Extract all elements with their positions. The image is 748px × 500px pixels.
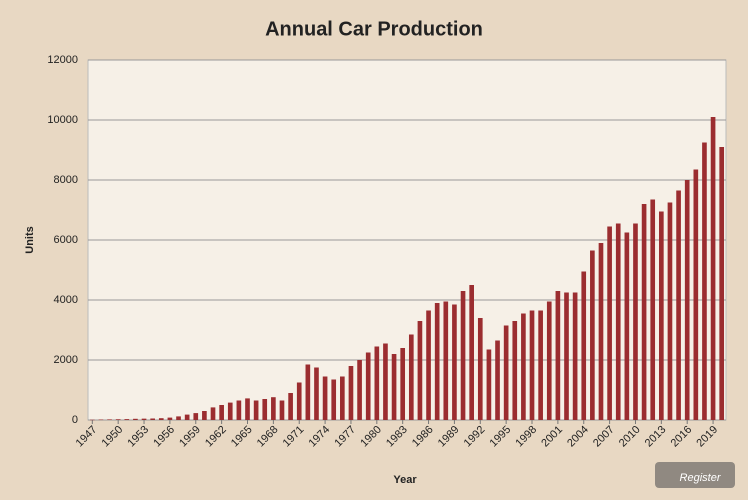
bar bbox=[693, 169, 699, 420]
bar bbox=[219, 405, 224, 420]
bar bbox=[650, 199, 656, 420]
y-tick-label: 4000 bbox=[54, 294, 78, 306]
bar bbox=[124, 419, 130, 420]
bar bbox=[340, 376, 345, 420]
bar bbox=[98, 419, 104, 421]
bar bbox=[667, 202, 673, 420]
bar bbox=[89, 419, 95, 421]
bar bbox=[633, 223, 638, 420]
bar bbox=[607, 226, 612, 420]
bar bbox=[158, 418, 164, 420]
bar bbox=[331, 379, 337, 420]
bar bbox=[193, 413, 199, 420]
bar bbox=[659, 211, 664, 420]
bar bbox=[434, 303, 440, 420]
bar bbox=[314, 367, 319, 420]
bar bbox=[443, 301, 449, 420]
bar bbox=[210, 407, 216, 420]
bar bbox=[141, 418, 147, 420]
bar bbox=[365, 352, 371, 420]
chart-title: Annual Car Production bbox=[265, 18, 483, 40]
bar bbox=[167, 417, 173, 420]
bar bbox=[546, 301, 552, 420]
bar bbox=[615, 223, 621, 420]
bar bbox=[176, 416, 181, 420]
bar bbox=[590, 250, 595, 420]
bar bbox=[486, 349, 492, 420]
bar bbox=[288, 393, 293, 420]
bar bbox=[383, 343, 388, 420]
bar bbox=[391, 354, 397, 420]
bar bbox=[512, 321, 518, 420]
bar bbox=[641, 204, 647, 420]
bar bbox=[236, 400, 242, 420]
bar bbox=[271, 397, 276, 420]
bar bbox=[417, 321, 423, 420]
bar bbox=[624, 232, 630, 420]
bar bbox=[555, 291, 561, 420]
bar bbox=[503, 325, 509, 420]
bar bbox=[245, 398, 250, 420]
bar bbox=[253, 400, 259, 420]
bar bbox=[107, 419, 112, 420]
bar bbox=[521, 313, 526, 420]
bar bbox=[460, 291, 466, 420]
bar bbox=[676, 190, 681, 420]
watermark-text: Register bbox=[680, 472, 722, 484]
bar bbox=[702, 142, 707, 420]
bar bbox=[133, 418, 138, 420]
bar bbox=[348, 366, 354, 420]
bar bbox=[202, 411, 207, 420]
watermark: Register bbox=[655, 462, 735, 488]
bar bbox=[305, 364, 311, 420]
y-tick-label: 12000 bbox=[47, 54, 78, 66]
bar bbox=[477, 318, 483, 420]
y-tick-label: 2000 bbox=[54, 354, 78, 366]
bar bbox=[598, 243, 604, 420]
watermark-box bbox=[655, 462, 735, 488]
bar bbox=[400, 348, 406, 420]
bar bbox=[495, 340, 500, 420]
bar bbox=[710, 117, 716, 420]
bar bbox=[357, 360, 362, 420]
y-tick-label: 8000 bbox=[54, 174, 78, 186]
bar bbox=[684, 180, 690, 420]
bar bbox=[572, 292, 578, 420]
bar bbox=[426, 310, 431, 420]
bar bbox=[322, 376, 328, 420]
bar bbox=[279, 400, 285, 420]
bar bbox=[184, 414, 190, 420]
bar bbox=[564, 292, 569, 420]
y-axis-title: Units bbox=[24, 226, 36, 254]
bar bbox=[115, 419, 121, 420]
bar bbox=[719, 147, 725, 420]
y-tick-label: 0 bbox=[72, 414, 78, 426]
y-tick-label: 10000 bbox=[47, 114, 78, 126]
bar bbox=[227, 402, 233, 420]
bar bbox=[452, 304, 457, 420]
bar bbox=[408, 334, 414, 420]
bar bbox=[374, 346, 380, 420]
bar bbox=[469, 285, 474, 420]
y-tick-label: 6000 bbox=[54, 234, 78, 246]
bar bbox=[581, 271, 587, 420]
bar bbox=[538, 310, 543, 420]
bar bbox=[262, 399, 268, 420]
bar bbox=[529, 310, 535, 420]
x-axis-title: Year bbox=[393, 474, 417, 486]
bar bbox=[296, 382, 302, 420]
bar bbox=[150, 418, 155, 420]
